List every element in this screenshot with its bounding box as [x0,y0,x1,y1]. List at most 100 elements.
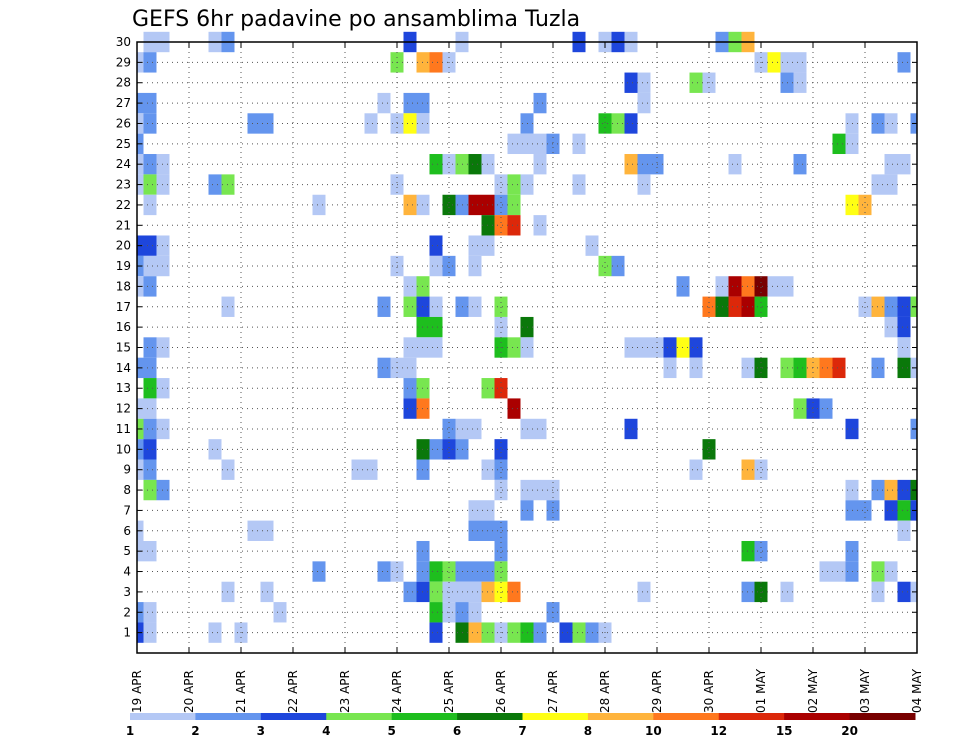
heatmap-cell [468,154,482,175]
heatmap-cell [494,215,508,236]
y-tick-label: 26 [116,116,131,130]
heatmap-cell [533,133,547,155]
heatmap-cell [884,316,898,338]
heatmap-cell [403,113,417,134]
y-tick-label: 4 [123,565,131,579]
heatmap-cell [507,581,521,603]
heatmap-cell [533,622,547,643]
heatmap-cell [624,154,638,175]
heatmap-cell [494,194,508,216]
heatmap-cell [247,113,261,134]
heatmap-cell [442,561,456,582]
y-tick-label: 22 [116,198,131,212]
heatmap-cell [429,439,443,460]
heatmap-cell [429,296,443,317]
colorbar-label: 2 [191,724,199,738]
x-tick-label: 23 APR [338,670,352,713]
x-tick-label: 26 APR [494,670,508,713]
heatmap-cell [897,296,911,317]
colorbar-swatch [587,713,654,720]
heatmap-cell [468,520,482,541]
colorbar-swatch [326,713,393,720]
colorbar-swatch [195,713,262,720]
heatmap-cell [403,357,417,379]
heatmap-cell [832,357,846,379]
heatmap-cell [754,540,768,562]
heatmap-cell [143,540,157,562]
y-tick-label: 25 [116,137,131,151]
heatmap-cell [429,255,443,277]
heatmap-cell [403,337,417,358]
heatmap-cell [689,459,703,480]
x-tick-label: 20 APR [182,670,196,713]
heatmap-cell [403,92,417,114]
heatmap-cell [559,622,573,643]
heatmap-cell [494,296,508,317]
colorbar-label: 10 [645,724,662,738]
heatmap-cell [702,296,716,317]
heatmap-cell [767,276,781,297]
heatmap-cell [143,52,157,73]
heatmap-cell [832,561,846,582]
y-tick-label: 17 [116,300,131,314]
heatmap-cell [208,439,222,460]
heatmap-cell [143,479,157,501]
heatmap-cell [507,622,521,643]
heatmap-cell [468,561,482,582]
heatmap-cell [468,418,482,440]
y-tick-label: 1 [123,626,131,640]
y-tick-label: 11 [116,422,131,436]
heatmap-cell [793,154,807,175]
heatmap-cell [897,357,911,379]
heatmap-cell [377,92,391,114]
heatmap-cell [312,194,326,216]
heatmap-cell [364,113,378,134]
heatmap-cell [533,92,547,114]
heatmap-cell [429,581,443,603]
heatmap-cell [143,622,157,643]
y-tick-label: 29 [116,55,131,69]
heatmap-cell [702,439,716,460]
y-tick-label: 8 [123,483,131,497]
heatmap-cell [403,296,417,317]
y-axis: 1234567891011121314151617181920212223242… [116,35,917,640]
heatmap-cell [494,439,508,460]
heatmap-cell [767,52,781,73]
heatmap-cell [897,337,911,358]
heatmap-cell [494,540,508,562]
heatmap-cell [468,255,482,277]
heatmap-cell [884,561,898,582]
heatmap-cell [533,418,547,440]
y-tick-label: 16 [116,320,131,334]
heatmap-cell [403,378,417,399]
heatmap-cell [572,174,586,195]
heatmap-cell [468,194,482,216]
heatmap-cell [507,337,521,358]
y-tick-label: 23 [116,178,131,192]
colorbar-swatch [718,713,785,720]
x-tick-label: 28 APR [598,670,612,713]
heatmap-cell [312,561,326,582]
heatmap-cell [143,255,157,277]
heatmap-cell [598,113,612,134]
colorbar-label: 3 [257,724,265,738]
heatmap-cell [468,500,482,521]
heatmap-cell [468,602,482,623]
heatmap-cell [143,439,157,460]
heatmap-cell [533,215,547,236]
heatmap-cell [728,276,742,297]
colorbar-label: 4 [322,724,330,738]
y-tick-label: 14 [116,361,131,375]
heatmap-cell [897,500,911,521]
heatmap-cell [858,500,872,521]
heatmap-cell [637,581,651,603]
heatmap-cell [468,235,482,256]
colorbar-swatch [849,713,916,720]
heatmap-cell [442,194,456,216]
heatmap-cell [507,174,521,195]
heatmap-cell [897,154,911,175]
y-tick-label: 28 [116,76,131,90]
heatmap-cell [377,561,391,582]
heatmap-cell [624,113,638,134]
